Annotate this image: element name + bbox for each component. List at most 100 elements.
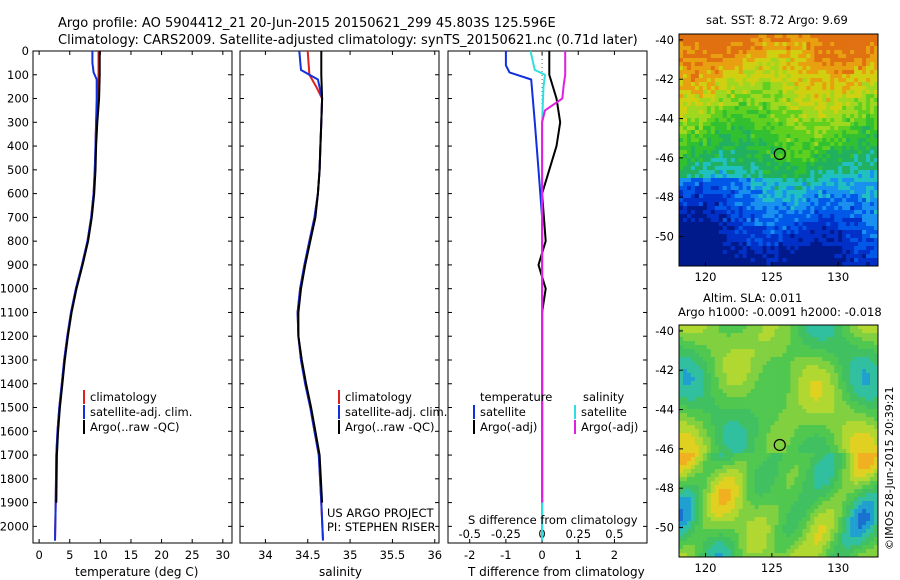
sst-cell — [686, 74, 692, 79]
sst-cell — [818, 250, 823, 255]
sla-cell — [698, 365, 704, 370]
sst-cell — [766, 58, 771, 63]
sla-cell — [818, 369, 823, 374]
sst-cell — [698, 258, 704, 263]
sla-cell — [814, 437, 819, 442]
sla-cell — [862, 437, 867, 442]
sst-cell — [710, 114, 716, 119]
sst-cell — [686, 110, 692, 115]
sst-cell — [682, 110, 688, 115]
sst-cell — [750, 54, 755, 59]
sla-cell — [810, 357, 815, 362]
sla-cell — [866, 445, 871, 450]
sst-cell — [810, 194, 815, 199]
sla-cell — [806, 349, 811, 354]
sst-cell — [790, 238, 795, 243]
sst-cell — [822, 118, 827, 123]
sst-cell — [818, 210, 823, 215]
sst-cell — [738, 166, 743, 171]
sst-cell — [866, 218, 871, 223]
sst-cell — [822, 98, 827, 103]
sst-cell — [830, 74, 835, 79]
sst-cell — [854, 122, 859, 127]
sla-cell — [770, 441, 775, 446]
sst-cell — [706, 70, 712, 75]
sst-cell — [694, 170, 700, 175]
sst-cell — [806, 78, 811, 83]
sst-cell — [742, 106, 747, 111]
sst-cell — [706, 170, 712, 175]
sla-cell — [754, 413, 759, 418]
sst-cell — [718, 98, 724, 103]
sla-cell — [682, 449, 688, 454]
sst-cell — [722, 222, 728, 227]
sst-cell — [818, 222, 823, 227]
sst-cell — [698, 122, 704, 127]
sst-cell — [866, 210, 871, 215]
sla-cell — [834, 385, 839, 390]
s-diff-tick-label: -0.25 — [491, 527, 521, 541]
sst-cell — [758, 166, 763, 171]
sla-cell — [718, 333, 724, 338]
sst-cell — [794, 138, 799, 143]
sla-cell — [694, 421, 700, 426]
sst-cell — [746, 194, 751, 199]
sst-cell — [814, 46, 819, 51]
sst-cell — [850, 198, 855, 203]
sst-cell — [806, 238, 811, 243]
sla-cell — [726, 341, 732, 346]
sla-cell — [870, 425, 875, 430]
sst-cell — [770, 50, 775, 55]
sst-cell — [734, 118, 739, 123]
sst-cell — [750, 130, 755, 135]
sst-cell — [866, 58, 871, 63]
sst-cell — [758, 158, 763, 163]
sla-cell — [702, 353, 708, 358]
sst-cell — [714, 70, 720, 75]
sst-cell — [866, 90, 871, 95]
sla-cell — [854, 429, 859, 434]
sla-cell — [866, 357, 871, 362]
sst-cell — [850, 190, 855, 195]
sla-cell — [806, 341, 811, 346]
sst-cell — [782, 262, 787, 267]
sla-cell — [710, 449, 716, 454]
sla-cell — [766, 393, 771, 398]
sla-cell — [806, 425, 811, 430]
sla-cell — [706, 405, 712, 410]
sst-cell — [710, 58, 716, 63]
sst-cell — [746, 62, 751, 67]
sla-cell — [738, 457, 743, 462]
depth-tick-label: 200 — [7, 92, 29, 106]
sst-cell — [870, 86, 875, 91]
sla-cell — [806, 409, 811, 414]
sst-cell — [862, 134, 867, 139]
sla-cell — [810, 389, 815, 394]
sst-cell — [690, 174, 696, 179]
sst-cell — [778, 254, 783, 259]
sla-cell — [826, 325, 831, 330]
sst-cell — [806, 50, 811, 55]
sst-cell — [798, 214, 803, 219]
sla-cell — [750, 449, 755, 454]
sst-cell — [854, 194, 859, 199]
sla-cell — [874, 381, 879, 386]
sla-cell — [730, 341, 736, 346]
sst-cell — [754, 170, 759, 175]
sla-cell — [862, 361, 867, 366]
sla-cell — [802, 457, 807, 462]
sst-cell — [830, 162, 835, 167]
sst-cell — [722, 254, 728, 259]
sst-cell — [766, 222, 771, 227]
sla-cell — [754, 397, 759, 402]
s-diff-tick-label: 0.25 — [565, 527, 591, 541]
sst-cell — [706, 114, 712, 119]
sst-cell — [730, 186, 736, 191]
sla-cell — [746, 413, 751, 418]
sst-cell — [718, 102, 724, 107]
sla-cell — [870, 405, 875, 410]
sla-cell — [814, 389, 819, 394]
sst-cell — [754, 178, 759, 183]
sst-cell — [682, 46, 688, 51]
sst-cell — [834, 118, 839, 123]
